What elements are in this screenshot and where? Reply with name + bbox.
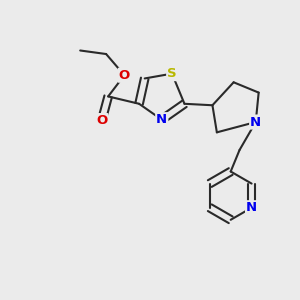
Text: S: S xyxy=(167,67,177,80)
Text: O: O xyxy=(96,114,107,127)
Text: N: N xyxy=(250,116,261,128)
Text: N: N xyxy=(246,201,257,214)
Text: N: N xyxy=(156,113,167,126)
Text: O: O xyxy=(119,69,130,82)
